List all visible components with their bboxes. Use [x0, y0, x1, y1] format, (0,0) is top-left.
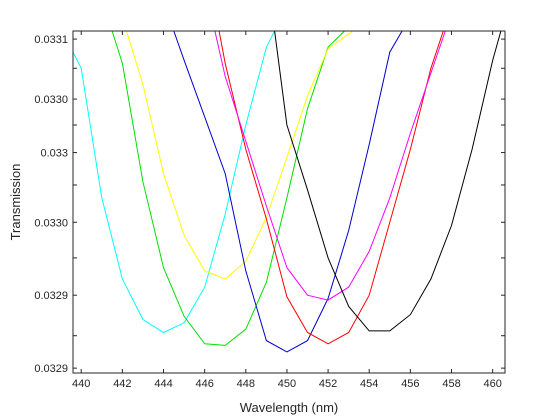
y-tick-label: 0.0329: [34, 290, 68, 302]
x-tick-label: 446: [195, 378, 213, 390]
plot-area-frame: [72, 30, 506, 374]
series-line-2: [111, 31, 345, 346]
y-tick-label: 0.0329: [34, 363, 68, 375]
x-tick-label: 442: [113, 378, 131, 390]
x-axis-title: Wavelength (nm): [240, 400, 339, 415]
x-tick-label: 450: [278, 378, 296, 390]
series-line-7: [274, 31, 502, 332]
series-line-5: [218, 31, 444, 345]
y-axis-title: Transmission: [8, 164, 23, 241]
y-tick-label: 0.0331: [34, 34, 68, 46]
x-tick-label: 440: [72, 378, 90, 390]
x-tick-label: 456: [401, 378, 419, 390]
y-tick-label: 0.0330: [34, 217, 68, 229]
x-tick-label: 458: [442, 378, 460, 390]
y-tick-label: 0.0330: [34, 94, 68, 106]
x-tick-label: 448: [237, 378, 255, 390]
series-line-3: [126, 31, 354, 280]
series-line-6: [214, 31, 446, 301]
x-tick-label: 444: [154, 378, 172, 390]
x-tick-label: 460: [483, 378, 501, 390]
x-tick-label: 454: [360, 378, 378, 390]
series-line-1: [73, 31, 276, 334]
tick-layer: 440 442 444 446 448 450 452 454 456 458 460 0.0329 0…: [34, 31, 505, 390]
x-tick-label: 452: [319, 378, 337, 390]
series-layer: [73, 31, 502, 353]
plot-area-background: [73, 31, 505, 373]
series-line-4: [173, 31, 403, 353]
y-tick-label: 0.033: [40, 148, 68, 160]
